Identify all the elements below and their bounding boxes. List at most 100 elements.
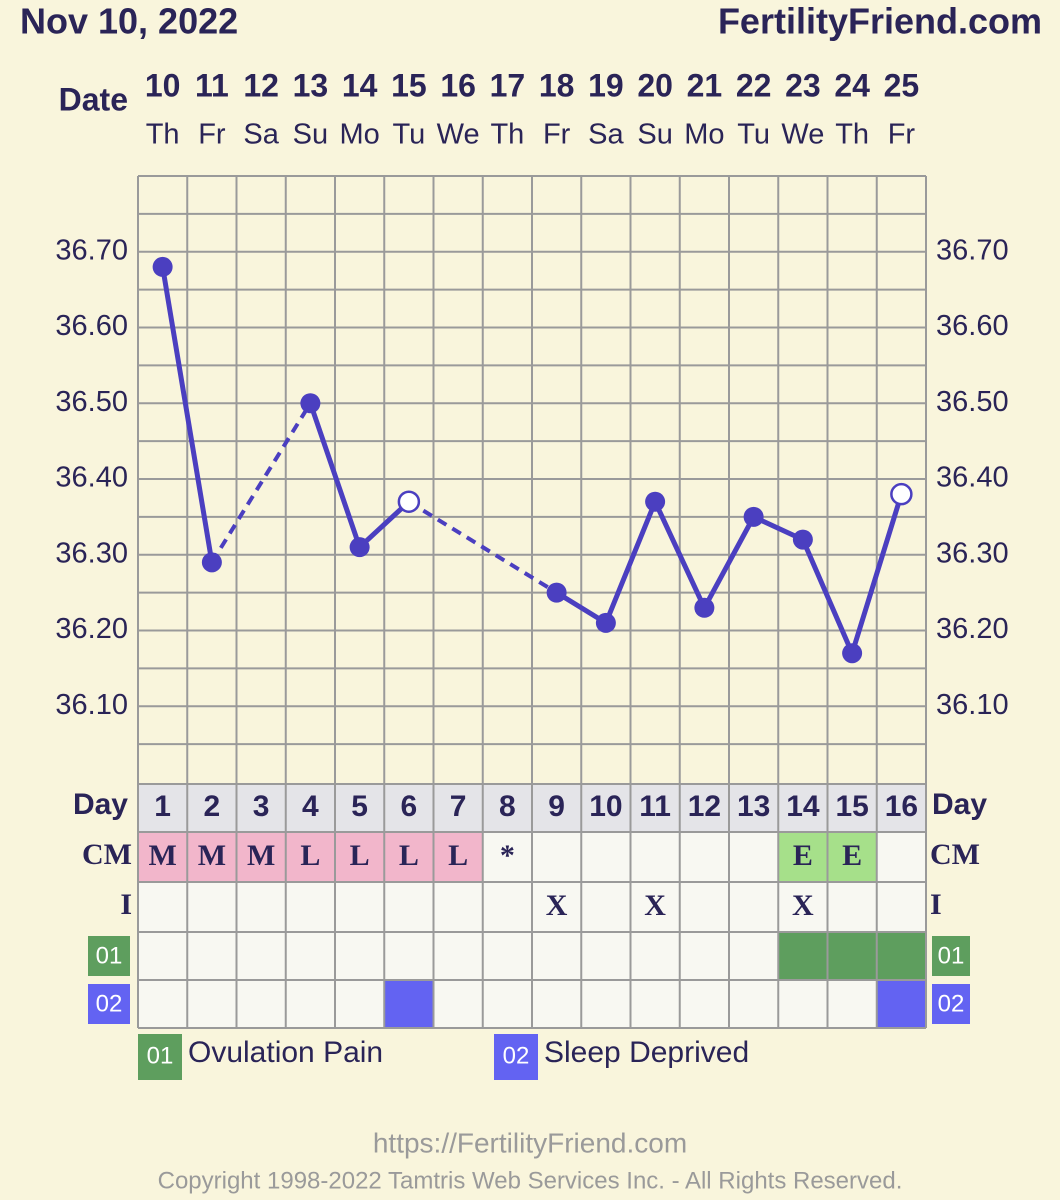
table-cell: [433, 832, 483, 882]
temperature-point: [546, 582, 567, 603]
table-cell: [581, 784, 631, 832]
row-label: CM: [82, 838, 132, 871]
y-tick-label: 36.60: [55, 310, 128, 342]
x-tick-label: 19: [588, 67, 624, 103]
x-tick-label: 10: [145, 67, 181, 103]
day-number: 15: [835, 790, 868, 823]
table-cell: [778, 882, 828, 932]
x-tick-label: 14: [342, 67, 378, 103]
table-cell: [285, 832, 335, 882]
symptom-cell: [482, 932, 532, 980]
symptom-code: 01: [96, 942, 123, 969]
weekday-label: Mo: [339, 119, 379, 151]
day-number: 3: [253, 790, 270, 823]
day-number: 5: [351, 790, 368, 823]
table-cell: [236, 784, 286, 832]
i-value: X: [644, 889, 666, 922]
table-cell: [729, 784, 779, 832]
x-tick-label: 24: [834, 67, 870, 103]
temperature-point: [152, 256, 173, 277]
symptom-cell: [729, 980, 779, 1028]
table-cell: [236, 832, 286, 882]
y-tick-label-right: 36.50: [936, 386, 1009, 418]
table-cell: [138, 882, 188, 932]
day-number: 7: [450, 790, 467, 823]
weekday-label: Fr: [888, 119, 916, 151]
row-label: I: [120, 888, 132, 921]
table-cell: [679, 832, 729, 882]
x-tick-label: 21: [687, 67, 723, 103]
y-tick-label-right: 36.60: [936, 310, 1009, 342]
cm-value: L: [350, 839, 370, 872]
weekday-label: Th: [835, 119, 869, 151]
table-cell: [187, 832, 237, 882]
x-tick-label: 18: [539, 67, 575, 103]
day-number: 10: [589, 790, 622, 823]
row-label: Day: [73, 788, 128, 821]
temperature-point: [743, 506, 764, 527]
day-number: 11: [639, 790, 671, 823]
symptom-cell: [285, 932, 335, 980]
symptom-code-box: [932, 936, 970, 976]
legend-label: Sleep Deprived: [544, 1036, 749, 1069]
day-number: 6: [401, 790, 418, 823]
table-cell: [827, 882, 877, 932]
table-cell: [236, 882, 286, 932]
x-axis-label: Date: [59, 81, 128, 117]
i-value: X: [546, 889, 568, 922]
symptom-cell: [778, 980, 828, 1028]
symptom-cell: [285, 980, 335, 1028]
y-tick-label: 36.20: [55, 613, 128, 645]
footer-url: https://FertilityFriend.com: [373, 1127, 687, 1158]
weekday-label: Tu: [392, 119, 425, 151]
weekday-label: Sa: [588, 119, 624, 151]
gap-bridge: [210, 402, 313, 564]
temperature-point: [349, 537, 370, 558]
symptom-cell: [482, 980, 532, 1028]
x-tick-label: 22: [736, 67, 772, 103]
weekday-label: We: [437, 119, 480, 151]
table-cell: [187, 784, 237, 832]
x-tick-label: 20: [637, 67, 673, 103]
day-number: 2: [204, 790, 221, 823]
symptom-cell: [729, 932, 779, 980]
symptom-cell: [679, 932, 729, 980]
temperature-point: [201, 552, 222, 573]
symptom-cell: [187, 980, 237, 1028]
x-tick-label: 12: [243, 67, 279, 103]
temperature-point: [397, 490, 421, 513]
symptom-code-box: [88, 936, 130, 976]
cm-value: E: [793, 839, 813, 872]
temperature-point: [300, 393, 321, 414]
footer-copyright: Copyright 1998-2022 Tamtris Web Services…: [158, 1167, 903, 1194]
weekday-label: Tu: [737, 119, 770, 151]
symptom-cell: [630, 932, 680, 980]
table-cell: [384, 882, 434, 932]
symptom-cell: [433, 980, 483, 1028]
table-cell: [778, 832, 828, 882]
symptom-cell: [876, 980, 926, 1028]
cm-value: L: [448, 839, 468, 872]
table-cell: [335, 784, 385, 832]
table-cell: [827, 832, 877, 882]
symptom-cell: [335, 980, 385, 1028]
legend-swatch: [138, 1034, 182, 1080]
table-cell: [384, 784, 434, 832]
weekday-label: We: [781, 119, 824, 151]
weekday-label: Mo: [684, 119, 724, 151]
legend-code: 01: [147, 1042, 174, 1069]
table-cell: [532, 882, 582, 932]
legend-swatch: [494, 1034, 538, 1080]
symptom-cell: [827, 932, 877, 980]
table-cell: [433, 882, 483, 932]
symptom-cell: [532, 932, 582, 980]
x-tick-label: 13: [293, 67, 329, 103]
row-label-right: Day: [932, 788, 987, 821]
cm-value: *: [500, 839, 515, 872]
day-number: 8: [499, 790, 516, 823]
y-tick-label-right: 36.10: [936, 689, 1009, 721]
symptom-code-box: [88, 984, 130, 1024]
row-label-right: I: [930, 888, 942, 921]
temperature-point: [694, 597, 715, 618]
table-cell: [138, 832, 188, 882]
